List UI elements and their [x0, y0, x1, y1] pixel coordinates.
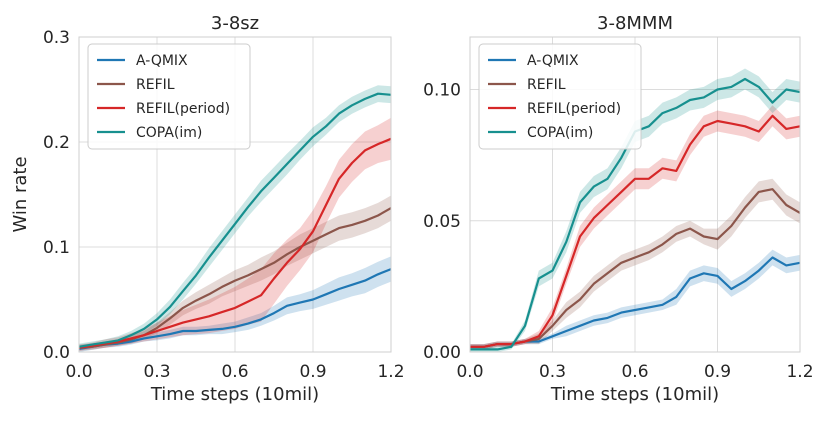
- y-tick-label: 0.10: [423, 81, 461, 101]
- y-tick-label: 0.3: [43, 28, 70, 48]
- legend-label: REFIL(period): [136, 101, 230, 117]
- x-tick-label: 0.6: [221, 362, 248, 382]
- legend-label: REFIL(period): [527, 101, 621, 117]
- y-tick-label: 0.2: [43, 133, 70, 153]
- x-tick-label: 0.0: [456, 362, 483, 382]
- series-band-2: [470, 178, 800, 350]
- series-line-1: [78, 268, 392, 350]
- x-tick-label: 0.9: [299, 362, 326, 382]
- x-axis-label: Time steps (10mil): [550, 384, 719, 405]
- x-tick-label: 0.0: [65, 362, 92, 382]
- legend-label: COPA(im): [527, 125, 593, 141]
- series-band-3: [470, 105, 800, 350]
- chart-title: 3-8sz: [211, 13, 259, 34]
- legend: A-QMIX REFIL REFIL(period) COPA(im): [87, 43, 251, 150]
- plot-frame: [78, 36, 392, 353]
- x-tick-label: 0.9: [704, 362, 731, 382]
- chart-title: 3-8MMM: [597, 13, 673, 34]
- legend: A-QMIX REFIL REFIL(period) COPA(im): [478, 43, 642, 150]
- series-band-2: [79, 195, 391, 351]
- subplot-1: 0.0 0.3 0.6 0.9 1.2 0.0 0.1 0.2 0.3 3-8sz Time ste…: [10, 13, 405, 405]
- x-axis-label: Time steps (10mil): [150, 384, 319, 405]
- legend-label: COPA(im): [136, 125, 202, 141]
- x-tick-label: 1.2: [377, 362, 404, 382]
- series-band-4: [79, 85, 391, 350]
- series-line-4: [78, 92, 392, 348]
- x-tick-label: 1.2: [786, 362, 813, 382]
- y-tick-label: 0.05: [423, 212, 461, 232]
- y-axis-label: Win rate: [10, 156, 31, 232]
- x-tick-label: 0.3: [539, 362, 566, 382]
- legend-box: [87, 43, 251, 150]
- y-tick-label: 0.0: [43, 343, 70, 363]
- plot-frame: [469, 36, 801, 353]
- legend-box: [478, 43, 642, 150]
- legend-label: A-QMIX: [136, 53, 188, 69]
- legend-label: REFIL: [527, 77, 566, 93]
- series-band-3: [79, 117, 391, 351]
- x-tick-label: 0.6: [621, 362, 648, 382]
- series-line-3: [78, 137, 392, 349]
- y-tick-label: 0.1: [43, 238, 70, 258]
- legend-label: REFIL: [136, 77, 175, 93]
- x-tick-label: 0.3: [143, 362, 170, 382]
- series-band-1: [470, 249, 800, 350]
- legend-label: A-QMIX: [527, 53, 579, 69]
- y-tick-label: 0.00: [423, 343, 461, 363]
- series-line-3: [470, 114, 801, 348]
- subplot-2: 0.0 0.3 0.6 0.9 1.2 0.00 0.05 0.10 3-8MMM Time st…: [423, 13, 813, 405]
